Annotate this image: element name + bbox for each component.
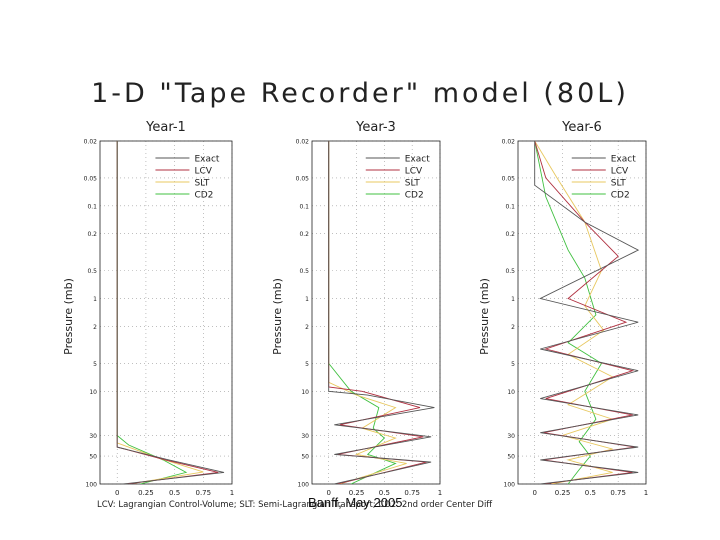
y-tick-label: 0.05: [502, 175, 516, 182]
x-tick-label: 0.25: [555, 489, 571, 497]
x-tick-label: 0.25: [138, 489, 154, 497]
y-tick-label: 5: [93, 361, 97, 368]
plot-frame: [517, 140, 647, 485]
series-group: [116, 141, 225, 484]
legend-label: CD2: [194, 191, 213, 201]
x-tick-label: 0.25: [349, 489, 365, 497]
y-tick-label: 30: [89, 433, 97, 440]
legend-label: LCV: [405, 167, 423, 177]
y-tick-label: 50: [89, 454, 97, 461]
y-tick-label: 0.2: [87, 231, 97, 238]
footer-legend-note: LCV: Lagrangian Control-Volume; SLT: Sem…: [97, 500, 493, 510]
y-tick-label: 30: [301, 433, 309, 440]
panel-title: Year-6: [561, 120, 602, 135]
y-tick-label: 0.5: [299, 268, 309, 275]
x-tick-label: 0.75: [404, 489, 420, 497]
plot-frame: [311, 140, 441, 485]
y-tick-label: 0.2: [299, 231, 309, 238]
series-line-cd2: [116, 141, 188, 484]
panel-title: Year-1: [145, 120, 186, 135]
y-tick-label: 100: [86, 482, 98, 489]
series-line-exact: [534, 141, 640, 484]
x-tick-label: 1: [230, 489, 234, 497]
series-line-exact: [116, 141, 225, 484]
y-tick-label: 100: [298, 482, 310, 489]
y-axis-label: Pressure (mb): [271, 278, 284, 355]
series-group: [328, 141, 435, 484]
y-tick-label: 10: [89, 389, 97, 396]
x-tick-label: 0: [532, 489, 536, 497]
legend-label: LCV: [194, 167, 212, 177]
y-tick-label: 0.1: [299, 203, 309, 210]
series-line-cd2: [328, 141, 397, 484]
series-line-slt: [116, 141, 204, 484]
series-line-cd2: [534, 141, 603, 484]
y-axis-label: Pressure (mb): [62, 278, 75, 355]
y-tick-label: 1: [305, 296, 309, 303]
legend-label: CD2: [405, 191, 424, 201]
chart-panel-1: Year-1 Pressure (mb) 0.02 0.05 0.1 0.2 0.5 1 2 5 1…: [62, 120, 234, 497]
y-tick-label: 10: [507, 389, 515, 396]
y-tick-label: 5: [511, 361, 515, 368]
chart-panel-2: Year-3 Pressure (mb) 0.02 0.05 0.1 0.2 0.5 1 2 5 1…: [271, 120, 442, 497]
y-tick-label: 0.05: [296, 175, 310, 182]
x-tick-label: 0.5: [379, 489, 390, 497]
y-tick-label: 0.1: [505, 203, 515, 210]
panel-title: Year-3: [355, 120, 396, 135]
y-tick-label: 0.05: [84, 175, 98, 182]
legend-label: SLT: [611, 179, 626, 189]
legend-label: Exact: [611, 155, 636, 165]
y-tick-label: 100: [504, 482, 516, 489]
legend-label: Exact: [194, 155, 219, 165]
y-tick-label: 0.02: [502, 139, 516, 146]
x-tick-label: 0.5: [169, 489, 180, 497]
y-tick-label: 1: [511, 296, 515, 303]
series-line-exact: [328, 141, 435, 484]
x-tick-label: 0.5: [585, 489, 596, 497]
x-tick-label: 0: [326, 489, 330, 497]
legend-label: Exact: [405, 155, 430, 165]
y-tick-label: 0.02: [84, 139, 98, 146]
y-tick-label: 0.5: [505, 268, 515, 275]
y-tick-label: 50: [301, 454, 309, 461]
main-title: 1-D "Tape Recorder" model (80L): [91, 78, 629, 109]
chart-panel-3: Year-6 Pressure (mb) 0.02 0.05 0.1 0.2 0.5 1 2 5 1…: [478, 120, 648, 497]
y-tick-label: 2: [93, 324, 97, 331]
y-tick-label: 0.2: [505, 231, 515, 238]
x-tick-label: 1: [438, 489, 442, 497]
x-tick-label: 0.75: [196, 489, 212, 497]
y-tick-label: 2: [305, 324, 309, 331]
legend-label: SLT: [405, 179, 420, 189]
y-tick-label: 2: [511, 324, 515, 331]
y-tick-label: 30: [507, 433, 515, 440]
y-tick-label: 1: [93, 296, 97, 303]
series-group: [534, 141, 640, 484]
legend-label: CD2: [611, 191, 630, 201]
watermark-text: Banff, May 2005: [308, 495, 403, 510]
x-tick-label: 0: [115, 489, 119, 497]
y-tick-label: 50: [507, 454, 515, 461]
legend-label: LCV: [611, 167, 629, 177]
y-tick-label: 10: [301, 389, 309, 396]
legend-label: SLT: [194, 179, 209, 189]
plot-frame: [99, 140, 233, 485]
y-tick-label: 5: [305, 361, 309, 368]
x-tick-label: 1: [644, 489, 648, 497]
y-tick-label: 0.1: [87, 203, 97, 210]
y-tick-label: 0.02: [296, 139, 310, 146]
y-axis-label: Pressure (mb): [478, 278, 491, 355]
x-tick-label: 0.75: [610, 489, 626, 497]
y-tick-label: 0.5: [87, 268, 97, 275]
